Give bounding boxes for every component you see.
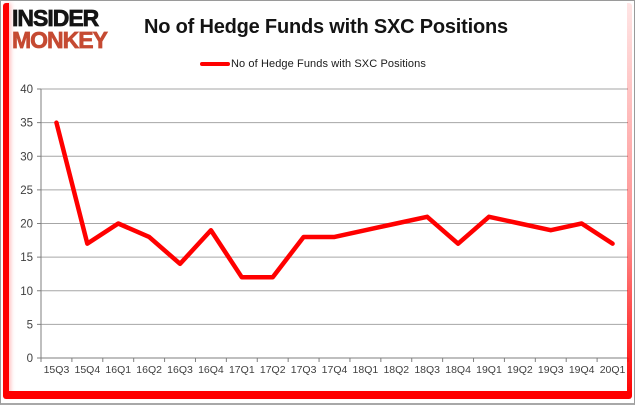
x-tick-label: 16Q4 (198, 364, 224, 376)
red-border-right (627, 3, 632, 397)
insider-monkey-logo: INSIDER MONKEY (12, 5, 109, 54)
x-tick-label: 17Q4 (322, 364, 348, 376)
y-tick-label: 0 (27, 353, 33, 365)
x-tick-label: 15Q3 (44, 364, 70, 376)
y-tick-label: 5 (27, 319, 33, 331)
x-tick-label: 19Q3 (538, 364, 564, 376)
y-tick-label: 10 (20, 286, 33, 298)
legend-line-swatch (200, 62, 230, 66)
logo-line2: MONKEY (12, 27, 109, 54)
red-border-left (3, 3, 9, 397)
x-tick-label: 18Q4 (445, 364, 471, 376)
x-tick-label: 20Q1 (600, 364, 626, 376)
x-tick-label: 19Q1 (476, 364, 502, 376)
x-tick-label: 18Q1 (353, 364, 379, 376)
x-tick-label: 15Q4 (74, 364, 100, 376)
x-tick-label: 16Q2 (136, 364, 162, 376)
x-tick-label: 17Q1 (229, 364, 255, 376)
y-tick-label: 20 (20, 219, 33, 231)
data-series-line (54, 120, 615, 280)
x-tick-label: 17Q2 (260, 364, 286, 376)
x-tick-label: 19Q2 (507, 364, 533, 376)
x-tick-label: 16Q1 (105, 364, 131, 376)
x-tick-label: 18Q2 (383, 364, 409, 376)
x-tick-label: 18Q3 (414, 364, 440, 376)
y-tick-label: 40 (20, 84, 33, 96)
legend-label: No of Hedge Funds with SXC Positions (231, 58, 426, 70)
x-tick-label: 16Q3 (167, 364, 193, 376)
y-tick-label: 25 (20, 185, 33, 197)
logo-line1: INSIDER (12, 5, 100, 31)
y-tick-label: 35 (20, 118, 33, 130)
page-title: No of Hedge Funds with SXC Positions (144, 16, 508, 38)
legend: No of Hedge Funds with SXC Positions (200, 58, 426, 70)
x-tick-label: 17Q3 (291, 364, 317, 376)
red-border-bottom (3, 391, 632, 399)
y-tick-label: 30 (20, 151, 33, 163)
y-tick-label: 15 (20, 252, 33, 264)
x-tick-label: 19Q4 (569, 364, 595, 376)
